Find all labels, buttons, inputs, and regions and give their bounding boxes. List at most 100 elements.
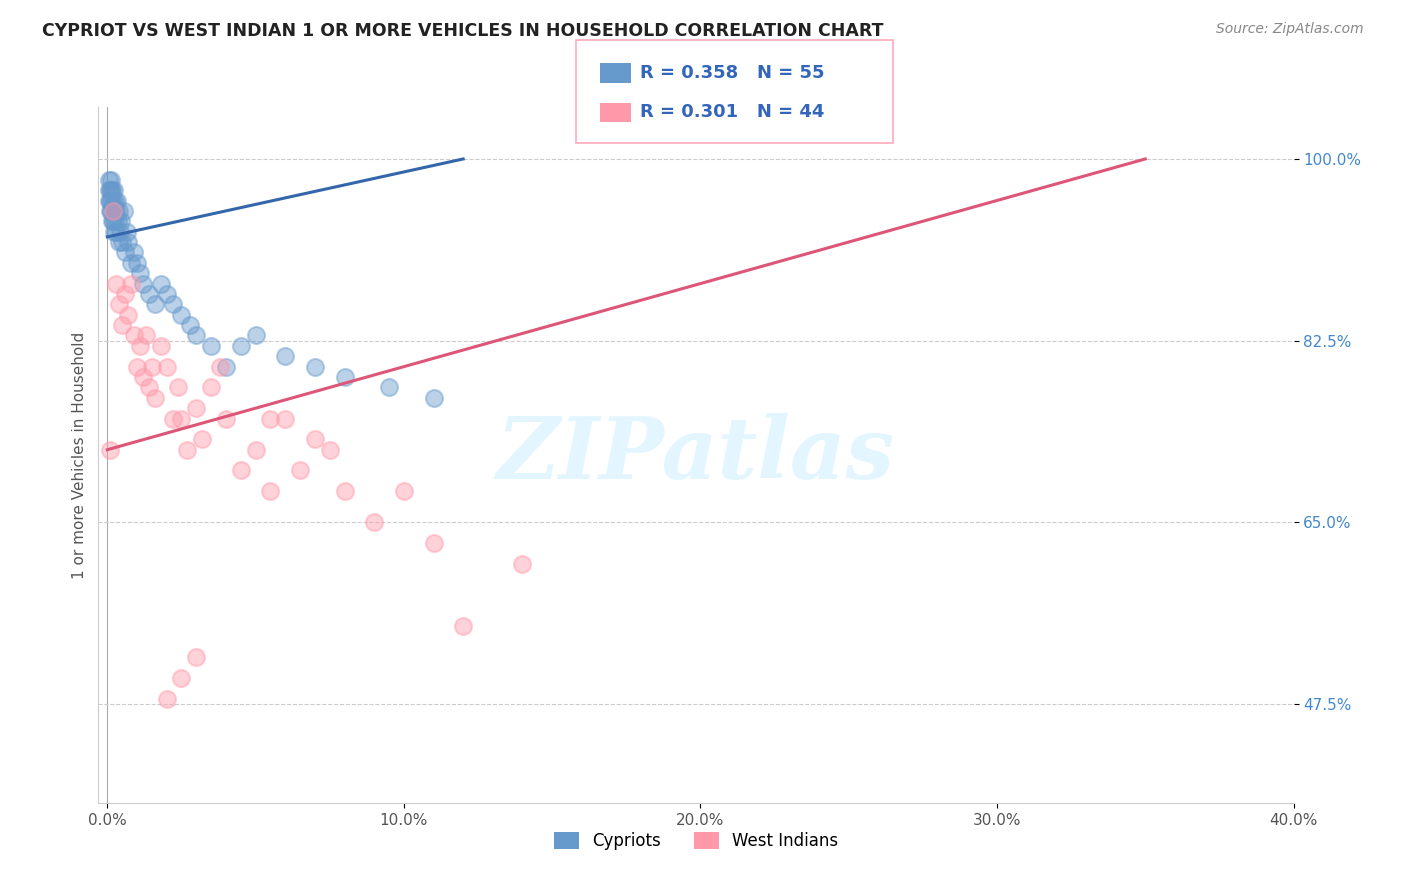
Point (149, 339, 172, 353)
Point (98, 442, 121, 457)
Point (129, 266, 152, 280)
Point (156, 359, 179, 374)
Point (138, 287, 160, 301)
Point (259, 484, 281, 499)
Point (200, 380, 222, 394)
Point (103, 225, 125, 239)
Point (114, 287, 136, 301)
Point (110, 214, 132, 228)
Point (179, 318, 201, 332)
Point (125, 359, 148, 374)
Point (259, 411, 281, 425)
Y-axis label: 1 or more Vehicles in Household: 1 or more Vehicles in Household (72, 331, 87, 579)
Point (105, 277, 128, 291)
Point (215, 411, 238, 425)
Point (100, 172, 122, 186)
Point (176, 442, 198, 457)
Point (98, 172, 121, 186)
Point (245, 328, 267, 343)
Point (117, 308, 139, 322)
Point (170, 671, 193, 685)
Point (108, 297, 131, 311)
Point (138, 380, 160, 394)
Point (229, 463, 252, 477)
Point (104, 194, 127, 208)
Point (100, 203, 122, 218)
Point (191, 433, 214, 447)
Point (108, 225, 131, 239)
Point (111, 318, 134, 332)
Point (132, 370, 155, 384)
Point (186, 401, 208, 416)
Point (98, 194, 121, 208)
Legend: Cypriots, West Indians: Cypriots, West Indians (547, 826, 845, 857)
Point (100, 194, 122, 208)
Point (107, 235, 129, 249)
Point (451, 619, 474, 633)
Point (156, 692, 179, 706)
Point (104, 203, 127, 218)
Point (162, 411, 184, 425)
Point (162, 297, 184, 311)
Point (288, 463, 311, 477)
Text: R = 0.301   N = 44: R = 0.301 N = 44 (640, 103, 824, 121)
Point (304, 433, 326, 447)
Point (100, 214, 122, 228)
Point (107, 214, 129, 228)
Point (105, 194, 128, 208)
Point (392, 484, 415, 499)
Point (170, 411, 193, 425)
Point (170, 308, 193, 322)
Point (104, 214, 127, 228)
Point (103, 203, 125, 218)
Point (143, 391, 166, 405)
Point (115, 225, 138, 239)
Point (229, 339, 252, 353)
Point (422, 536, 444, 550)
Point (143, 297, 166, 311)
Point (120, 256, 142, 270)
Point (105, 225, 128, 239)
Point (101, 183, 124, 197)
Text: R = 0.358   N = 55: R = 0.358 N = 55 (640, 64, 824, 82)
Point (245, 442, 267, 457)
Point (103, 214, 125, 228)
Text: ZIPatlas: ZIPatlas (496, 413, 896, 497)
Point (304, 359, 326, 374)
Point (98, 183, 121, 197)
Point (274, 349, 297, 363)
Point (186, 328, 208, 343)
Point (120, 277, 142, 291)
Point (101, 203, 124, 218)
Point (132, 277, 155, 291)
Point (108, 203, 131, 218)
Point (422, 391, 444, 405)
Point (156, 287, 179, 301)
Point (135, 328, 157, 343)
Point (512, 557, 534, 571)
Point (333, 484, 356, 499)
Point (200, 339, 222, 353)
Point (103, 183, 125, 197)
Point (111, 235, 134, 249)
Text: CYPRIOT VS WEST INDIAN 1 OR MORE VEHICLES IN HOUSEHOLD CORRELATION CHART: CYPRIOT VS WEST INDIAN 1 OR MORE VEHICLE… (42, 22, 884, 40)
Point (97, 194, 120, 208)
Point (98, 203, 121, 218)
Point (103, 203, 125, 218)
Point (125, 256, 148, 270)
Point (319, 442, 342, 457)
Point (122, 245, 145, 260)
Point (112, 203, 135, 218)
Text: Source: ZipAtlas.com: Source: ZipAtlas.com (1216, 22, 1364, 37)
Point (117, 235, 139, 249)
Point (208, 359, 231, 374)
Point (215, 359, 238, 374)
Point (186, 650, 208, 665)
Point (333, 370, 356, 384)
Point (98, 183, 121, 197)
Point (274, 411, 297, 425)
Point (129, 339, 152, 353)
Point (101, 194, 124, 208)
Point (100, 183, 122, 197)
Point (363, 516, 385, 530)
